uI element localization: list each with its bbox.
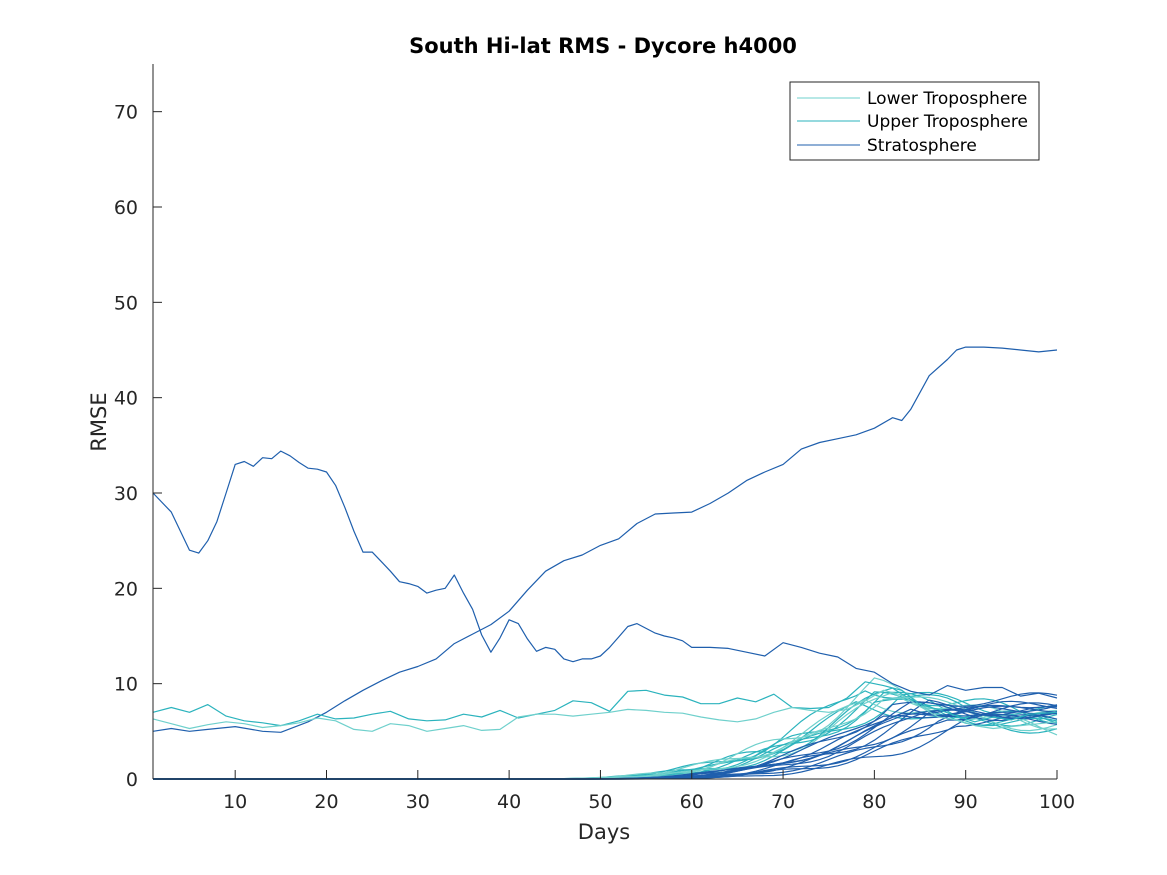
chart-title: South Hi-lat RMS - Dycore h4000 bbox=[409, 34, 797, 58]
legend: Lower Troposphere Upper Troposphere Stra… bbox=[789, 81, 1040, 161]
series-line-lower-troposphere bbox=[152, 689, 1058, 732]
x-tick-label: 70 bbox=[771, 791, 795, 813]
y-axis-label: RMSE bbox=[87, 392, 111, 451]
series-line-upper-troposphere bbox=[152, 681, 1058, 727]
legend-label-lower-troposphere: Lower Troposphere bbox=[867, 89, 1027, 109]
x-tick-label: 40 bbox=[497, 791, 521, 813]
x-tick-label: 90 bbox=[954, 791, 978, 813]
y-tick-label: 50 bbox=[114, 292, 138, 314]
y-tick-label: 0 bbox=[126, 769, 138, 791]
y-tick-label: 40 bbox=[114, 388, 138, 410]
y-tick-label: 30 bbox=[114, 483, 138, 505]
y-tick-label: 20 bbox=[114, 578, 138, 600]
y-tick-label: 60 bbox=[114, 197, 138, 219]
series-line-stratosphere bbox=[152, 450, 1058, 699]
x-axis-label: Days bbox=[578, 820, 630, 844]
x-tick-label: 80 bbox=[862, 791, 886, 813]
x-tick-label: 50 bbox=[588, 791, 612, 813]
x-tick-label: 60 bbox=[680, 791, 704, 813]
y-tick-label: 10 bbox=[114, 674, 138, 696]
series-line-stratosphere bbox=[152, 346, 1058, 733]
y-tick-label: 70 bbox=[114, 102, 138, 124]
axes: 10 20 30 40 50 60 70 80 90 100 0 10 20 30 40 50 60 70 bbox=[114, 64, 1075, 813]
x-tick-label: 10 bbox=[223, 791, 247, 813]
x-tick-label: 20 bbox=[314, 791, 338, 813]
x-tick-label: 100 bbox=[1039, 791, 1075, 813]
legend-label-stratosphere: Stratosphere bbox=[867, 136, 977, 156]
legend-label-upper-troposphere: Upper Troposphere bbox=[867, 112, 1028, 132]
x-tick-label: 30 bbox=[406, 791, 430, 813]
